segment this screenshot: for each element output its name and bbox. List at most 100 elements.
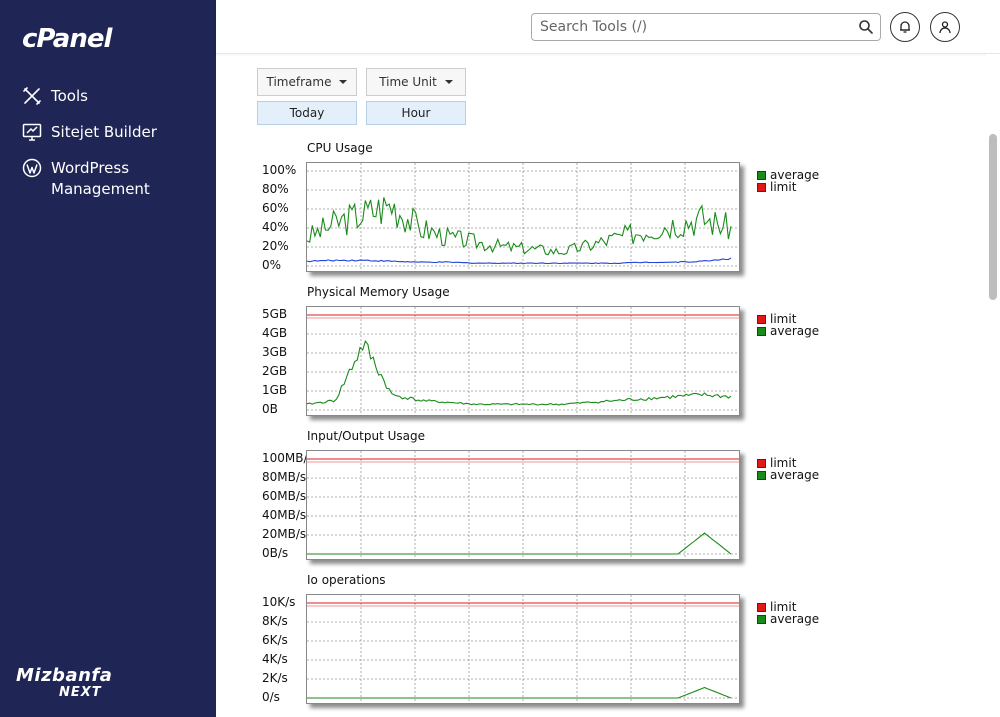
legend-swatch: [757, 602, 766, 612]
cpu-usage-plot: [306, 162, 740, 272]
series-average-line: [307, 340, 732, 406]
y-tick-label: 40MB/s: [262, 508, 307, 522]
y-tick-label: 80%: [262, 182, 289, 196]
y-tick-label: 1GB: [262, 383, 288, 397]
legend-swatch: [757, 326, 766, 336]
bell-icon: [900, 21, 910, 33]
legend-swatch: [757, 614, 766, 624]
legend-entry-limit: limit: [757, 312, 819, 326]
legend-label: limit: [770, 312, 797, 326]
physical-memory-usage-svg: [307, 307, 739, 415]
sidebar: cPanel Tools Sitejet Builder WordPr: [0, 0, 216, 717]
sidebar-item-label: Sitejet Builder: [51, 123, 157, 141]
sidebar-item-tools[interactable]: Tools: [22, 86, 88, 107]
series-average-line: [307, 197, 732, 256]
y-tick-label: 0B: [262, 402, 278, 416]
timeframe-label: Timeframe: [266, 75, 332, 89]
y-tick-label: 3GB: [262, 345, 288, 359]
y-tick-label: 100%: [262, 163, 297, 177]
time-unit-value: Hour: [366, 101, 466, 125]
legend-label: limit: [770, 456, 797, 470]
cpu-usage-legend: average limit: [757, 168, 820, 194]
mizbanfa-logo: Mizbanfa NEXT: [16, 665, 116, 700]
y-tick-label: 5GB: [262, 307, 288, 321]
user-icon: [939, 21, 951, 34]
legend-entry-limit: limit: [757, 456, 819, 470]
search-box: [531, 13, 881, 41]
sidebar-item-sitejet-builder[interactable]: Sitejet Builder: [22, 122, 157, 143]
timeframe-dropdown[interactable]: Timeframe: [257, 68, 357, 96]
physical-memory-usage-plot: [306, 306, 740, 416]
legend-label: average: [770, 468, 820, 482]
y-tick-label: 60%: [262, 201, 289, 215]
sidebar-item-label: WordPress Management: [51, 159, 150, 198]
caret-down-icon: [339, 80, 348, 84]
series-average-line: [307, 686, 732, 699]
series-average-line: [307, 532, 732, 555]
wordpress-icon: [22, 158, 42, 178]
y-tick-label: 100MB/s: [262, 451, 314, 465]
tools-icon: [22, 86, 42, 106]
timeframe-value: Today: [257, 101, 357, 125]
physical-memory-usage-title: Physical Memory Usage: [307, 285, 450, 299]
cpu-usage-svg: [307, 163, 739, 271]
legend-entry-average: average: [757, 168, 820, 182]
legend-swatch: [757, 470, 766, 480]
time-unit-dropdown[interactable]: Time Unit: [366, 68, 466, 96]
io-operations-legend: limit average: [757, 600, 820, 626]
y-tick-label: 2K/s: [262, 671, 288, 685]
sitejet-icon: [22, 122, 42, 142]
input-output-usage-plot: [306, 450, 740, 560]
legend-label: average: [770, 612, 820, 626]
y-tick-label: 6K/s: [262, 633, 288, 647]
y-tick-label: 0%: [262, 258, 282, 272]
input-output-usage-legend: limit average: [757, 456, 820, 482]
search-icon[interactable]: [858, 19, 874, 35]
user-menu-button[interactable]: [930, 12, 960, 42]
y-tick-label: 40%: [262, 220, 289, 234]
legend-swatch: [757, 170, 766, 180]
legend-swatch: [757, 314, 766, 324]
time-unit-label: Time Unit: [379, 75, 437, 89]
series-limit-line: [307, 257, 732, 265]
y-tick-label: 80MB/s: [262, 470, 307, 484]
y-tick-label: 2GB: [262, 364, 288, 378]
y-tick-label: 60MB/s: [262, 489, 307, 503]
brand-line-1: Mizbanfa: [16, 665, 113, 686]
notifications-button[interactable]: [890, 12, 920, 42]
cpanel-logo[interactable]: cPanel: [22, 24, 112, 54]
legend-entry-average: average: [757, 468, 820, 482]
legend-swatch: [757, 182, 766, 192]
legend-swatch: [757, 458, 766, 468]
input-output-usage-title: Input/Output Usage: [307, 429, 426, 443]
input-output-usage-svg: [307, 451, 739, 559]
legend-entry-average: average: [757, 324, 820, 338]
y-tick-label: 20%: [262, 239, 289, 253]
io-operations-plot: [306, 594, 740, 704]
search-input[interactable]: [532, 14, 842, 40]
scrollbar-thumb[interactable]: [989, 134, 997, 300]
y-tick-label: 0/s: [262, 690, 280, 704]
caret-down-icon: [444, 80, 453, 84]
legend-label: limit: [770, 180, 797, 194]
legend-entry-limit: limit: [757, 180, 819, 194]
io-operations-svg: [307, 595, 739, 703]
legend-entry-average: average: [757, 612, 820, 626]
y-tick-label: 20MB/s: [262, 527, 307, 541]
y-tick-label: 8K/s: [262, 614, 288, 628]
brand-line-2: NEXT: [59, 685, 102, 700]
y-tick-label: 10K/s: [262, 595, 296, 609]
legend-entry-limit: limit: [757, 600, 819, 614]
y-tick-label: 4K/s: [262, 652, 288, 666]
io-operations-title: Io operations: [307, 573, 386, 587]
physical-memory-usage-legend: limit average: [757, 312, 820, 338]
cpu-usage-title: CPU Usage: [307, 141, 373, 155]
legend-label: average: [770, 324, 820, 338]
sidebar-item-label: Tools: [51, 87, 88, 105]
sidebar-item-wordpress-management[interactable]: WordPress Management: [22, 158, 171, 200]
y-tick-label: 0B/s: [262, 546, 289, 560]
top-header: [216, 0, 1000, 54]
y-tick-label: 4GB: [262, 326, 288, 340]
legend-label: average: [770, 168, 820, 182]
legend-label: limit: [770, 600, 797, 614]
